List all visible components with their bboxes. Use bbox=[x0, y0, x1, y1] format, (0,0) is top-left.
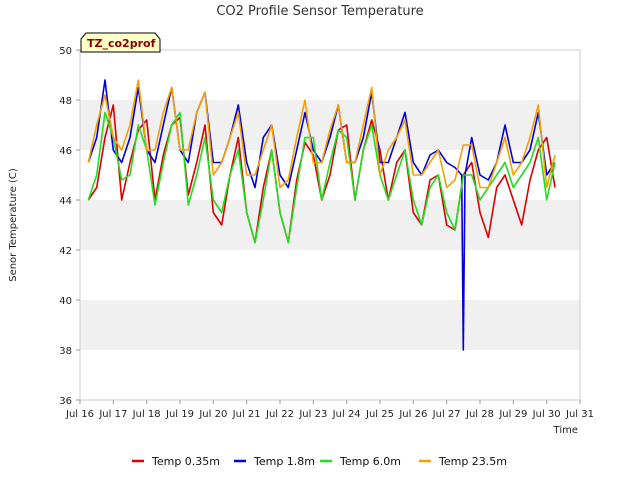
grid-band bbox=[80, 200, 580, 250]
site-tag-label: TZ_co2prof bbox=[87, 37, 156, 50]
y-tick-label: 42 bbox=[59, 246, 72, 257]
grid-band bbox=[80, 300, 580, 350]
series-lines bbox=[87, 79, 556, 351]
x-tick-label: Jul 30 bbox=[532, 409, 561, 420]
y-tick-label: 44 bbox=[59, 196, 72, 207]
legend: Temp 0.35m Temp 1.8m Temp 6.0m Temp 23.5m bbox=[132, 455, 507, 468]
site-tag: TZ_co2prof bbox=[80, 32, 161, 53]
y-tick-label: 36 bbox=[59, 396, 72, 407]
x-tick-label: Jul 17 bbox=[98, 409, 127, 420]
x-axis-label: Time bbox=[553, 425, 578, 436]
x-tick-label: Jul 18 bbox=[132, 409, 161, 420]
x-tick-label: Jul 22 bbox=[265, 409, 294, 420]
grid-band bbox=[80, 250, 580, 300]
x-tick-label: Jul 26 bbox=[398, 409, 427, 420]
x-tick-label: Jul 27 bbox=[432, 409, 461, 420]
y-tick-label: 40 bbox=[59, 296, 72, 307]
x-tick-label: Jul 31 bbox=[565, 409, 594, 420]
x-tick-label: Jul 21 bbox=[232, 409, 261, 420]
grid-band bbox=[80, 350, 580, 400]
plot-area bbox=[79, 49, 581, 401]
chart-title: CO2 Profile Sensor Temperature bbox=[216, 4, 423, 19]
legend-label: Temp 23.5m bbox=[438, 455, 507, 468]
legend-label: Temp 1.8m bbox=[253, 455, 315, 468]
x-tick-label: Jul 28 bbox=[465, 409, 494, 420]
y-tick-label: 48 bbox=[59, 96, 72, 107]
plot-background bbox=[80, 50, 580, 400]
y-tick-label: 38 bbox=[59, 346, 72, 357]
y-tick-label: 46 bbox=[59, 146, 72, 157]
x-tick-label: Jul 20 bbox=[198, 409, 227, 420]
x-tick-label: Jul 24 bbox=[332, 409, 361, 420]
x-axis: Jul 16 Jul 17 Jul 18 Jul 19 Jul 20 Jul 21 Jul … bbox=[65, 400, 594, 420]
x-tick-label: Jul 29 bbox=[498, 409, 527, 420]
x-tick-label: Jul 16 bbox=[65, 409, 94, 420]
x-tick-label: Jul 25 bbox=[365, 409, 394, 420]
series-line-2 bbox=[87, 79, 556, 351]
x-tick-label: Jul 19 bbox=[165, 409, 194, 420]
x-tick-label: Jul 23 bbox=[298, 409, 327, 420]
site-tag-box bbox=[80, 32, 161, 53]
y-axis-label: Senor Temperature (C) bbox=[8, 168, 19, 282]
series-line-4 bbox=[87, 79, 556, 189]
y-tick-label: 50 bbox=[59, 46, 72, 57]
legend-label: Temp 6.0m bbox=[339, 455, 401, 468]
y-axis: 36 38 40 42 44 46 48 50 bbox=[59, 46, 80, 407]
legend-label: Temp 0.35m bbox=[151, 455, 220, 468]
series-line-3 bbox=[87, 111, 556, 244]
grid-band bbox=[80, 50, 580, 100]
